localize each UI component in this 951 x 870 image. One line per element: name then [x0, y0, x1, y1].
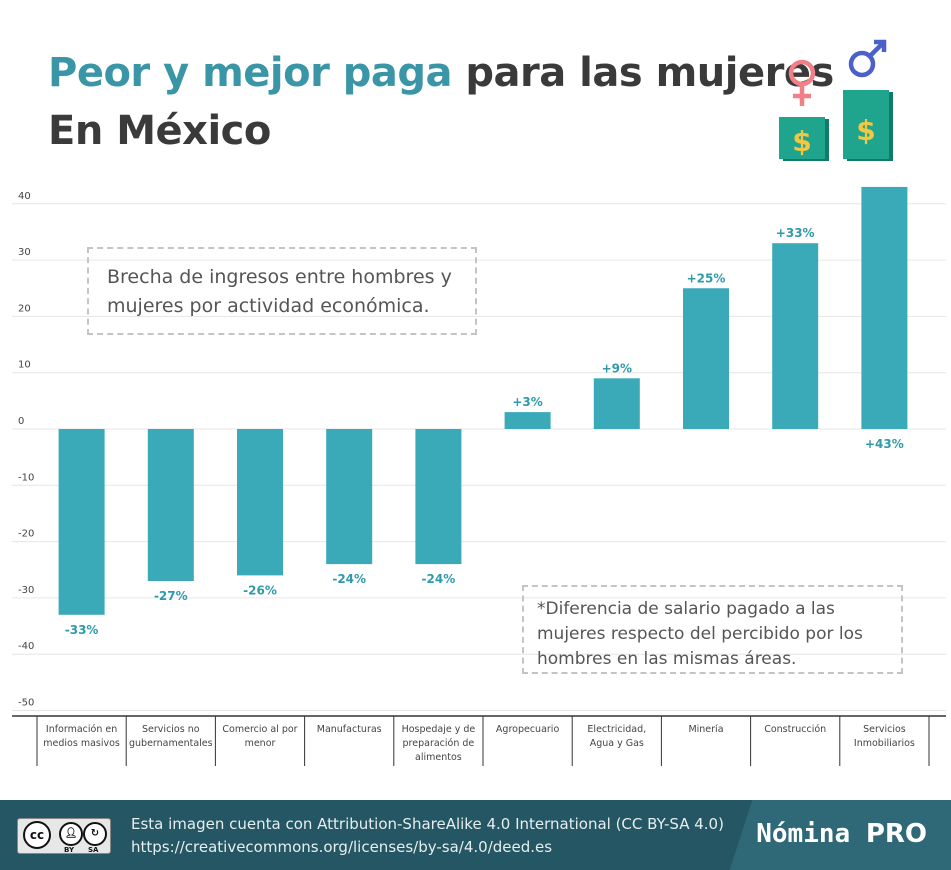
y-tick-label: -50 [18, 698, 34, 709]
brand-pro: PRO [865, 819, 927, 849]
x-tick-label: Manufacturas [317, 724, 382, 735]
x-tick-label: Construcción [764, 724, 826, 735]
y-tick-label: -40 [18, 641, 34, 652]
data-label: +25% [687, 271, 726, 285]
bar [504, 412, 551, 429]
bar [237, 429, 283, 576]
sa-share-icon: ↻ [83, 822, 107, 846]
page-title: Peor y mejor paga para las mujeres En Méx… [48, 44, 834, 160]
cc-by-label: BY [64, 846, 75, 854]
data-label: -33% [65, 623, 99, 637]
title-rest: para las mujeres [451, 50, 834, 96]
data-label: -26% [243, 583, 277, 597]
brand-logo: Nómina PRO [756, 819, 927, 849]
x-tick-label: Electricidad, Agua y Gas [587, 724, 646, 749]
by-person-icon: 👤︎ [59, 822, 83, 846]
y-axis-ticks: 40 30 20 10 0 -10 -20 -30 -40 -50 [18, 191, 34, 709]
data-label: +33% [776, 226, 815, 240]
data-label: -24% [332, 572, 366, 586]
y-tick-label: -30 [18, 585, 34, 596]
gender-money-icons: $ $ [779, 39, 893, 161]
license-text: Esta imagen cuenta con Attribution-Share… [131, 813, 724, 859]
dollar-glyph: $ [792, 125, 811, 158]
male-symbol-icon [848, 39, 887, 78]
license-footer: cc 👤︎ ↻ BY SA Esta imagen cuenta con Att… [0, 800, 951, 870]
y-tick-label: -10 [18, 472, 34, 483]
data-labels: -33% -27% -26% -24% -24% +3% +9% +25% +33% +43% [65, 226, 904, 637]
dollar-glyph: $ [856, 114, 875, 147]
data-label: +3% [512, 395, 542, 409]
bar [593, 378, 640, 429]
x-tick-label: Hospedaje y de preparación de alimentos [402, 724, 476, 763]
chart-note-bottom: *Diferencia de salario pagado a las muje… [522, 585, 903, 674]
y-tick-label: 30 [18, 247, 31, 258]
license-line-1: Esta imagen cuenta con Attribution-Share… [131, 815, 724, 833]
data-label: -27% [154, 589, 188, 603]
bar [772, 243, 819, 429]
bar [147, 429, 194, 582]
female-symbol-icon [788, 59, 816, 106]
dollar-icon: $ [779, 117, 829, 161]
dollar-icon: $ [843, 90, 893, 161]
cc-icon: cc [23, 821, 51, 849]
data-label: +9% [602, 361, 632, 375]
y-tick-label: 0 [18, 416, 24, 427]
x-axis: Información en medios masivos Servicios no… [12, 715, 946, 766]
x-tick-label: Información en medios masivos [43, 724, 120, 749]
x-tick-label: Servicios Inmobiliarios [854, 724, 915, 749]
bar-chart: -33% -27% -26% -24% -24% +3% +9% +25% +33% +43% 4… [12, 39, 946, 766]
title-highlight: Peor y mejor paga [48, 50, 452, 96]
license-url[interactable]: https://creativecommons.org/licenses/by-… [131, 838, 553, 856]
bar [683, 288, 729, 429]
bars [58, 186, 908, 615]
bar [58, 429, 105, 615]
data-label: -24% [422, 572, 456, 586]
x-tick-label: Agropecuario [496, 724, 560, 735]
chart-note-top: Brecha de ingresos entre hombres y mujer… [87, 247, 477, 335]
x-tick-label: Servicios no gubernamentales [129, 724, 213, 749]
y-tick-label: -20 [18, 529, 34, 540]
bar [861, 186, 908, 429]
brand-main: Nómina [756, 819, 851, 849]
y-tick-label: 10 [18, 360, 31, 371]
y-tick-label: 40 [18, 191, 31, 202]
x-tick-label: Minería [688, 724, 723, 735]
data-label: +43% [865, 437, 904, 451]
cc-sa-label: SA [88, 846, 99, 854]
bar [415, 429, 462, 565]
cc-license-badge[interactable]: cc 👤︎ ↻ BY SA [17, 818, 111, 854]
x-tick-label: Comercio al por menor [222, 724, 297, 749]
title-line2: En México [48, 108, 271, 154]
y-tick-label: 20 [18, 303, 31, 314]
bar [326, 429, 373, 565]
